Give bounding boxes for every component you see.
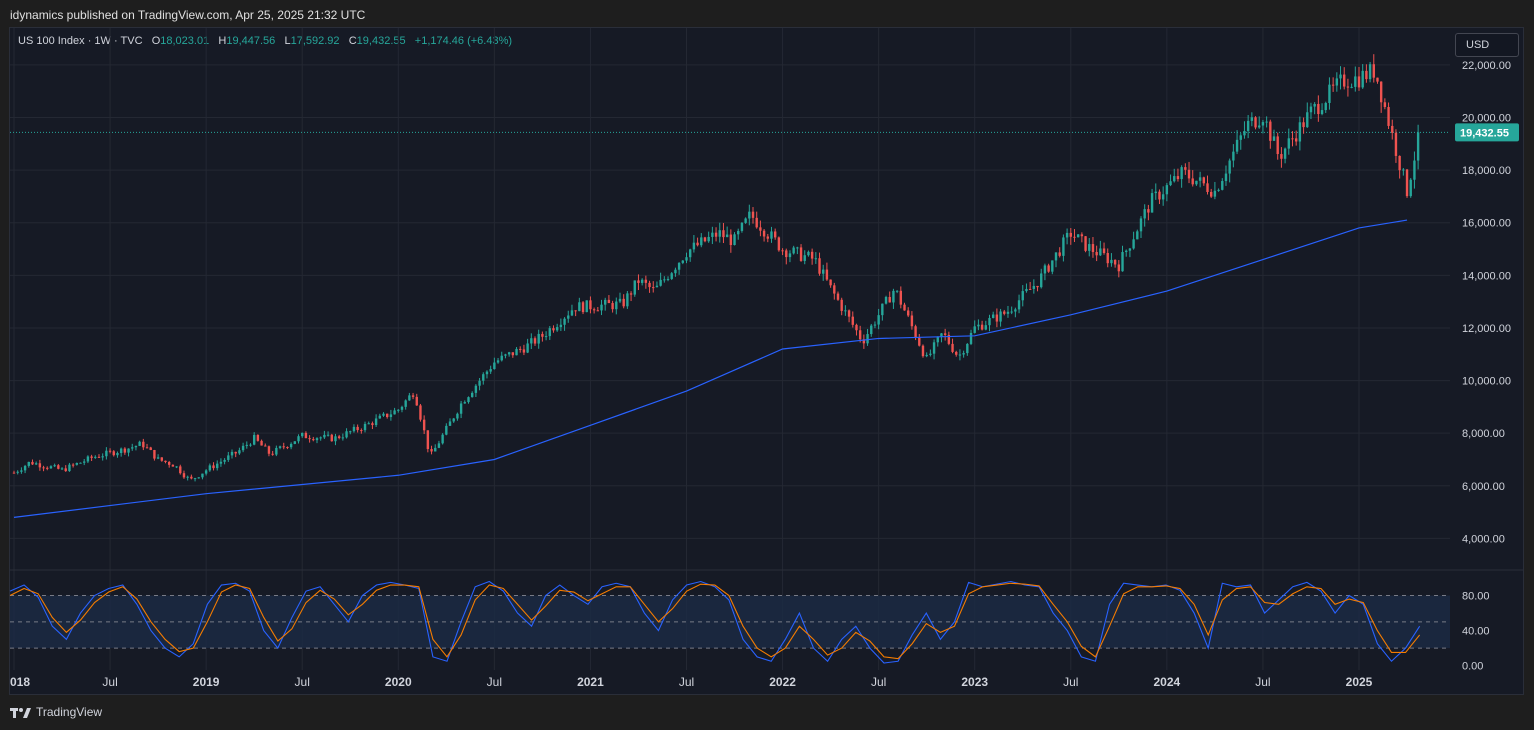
open-value: 18,023.01	[160, 35, 210, 47]
chart-panel[interactable]	[9, 27, 1524, 695]
footer: TradingView	[10, 705, 102, 719]
close-value: 19,432.55	[356, 35, 406, 47]
change-value: +1,174.46 (+6.43%)	[414, 35, 513, 47]
open-label: O	[151, 35, 161, 47]
low-value: 17,592.92	[290, 35, 340, 47]
publisher-info: idynamics published on TradingView.com, …	[10, 8, 366, 22]
high-label: H	[218, 35, 227, 47]
close-label: C	[348, 35, 357, 47]
high-value: 19,447.56	[226, 35, 276, 47]
tradingview-logo-icon	[10, 708, 31, 718]
low-label: L	[284, 35, 291, 47]
symbol-name[interactable]: US 100 Index · 1W · TVC	[18, 35, 143, 47]
currency-button[interactable]: USD	[1455, 33, 1519, 57]
symbol-legend: US 100 Index · 1W · TVC O18,023.01 H19,4…	[18, 35, 512, 47]
footer-brand: TradingView	[36, 705, 103, 719]
